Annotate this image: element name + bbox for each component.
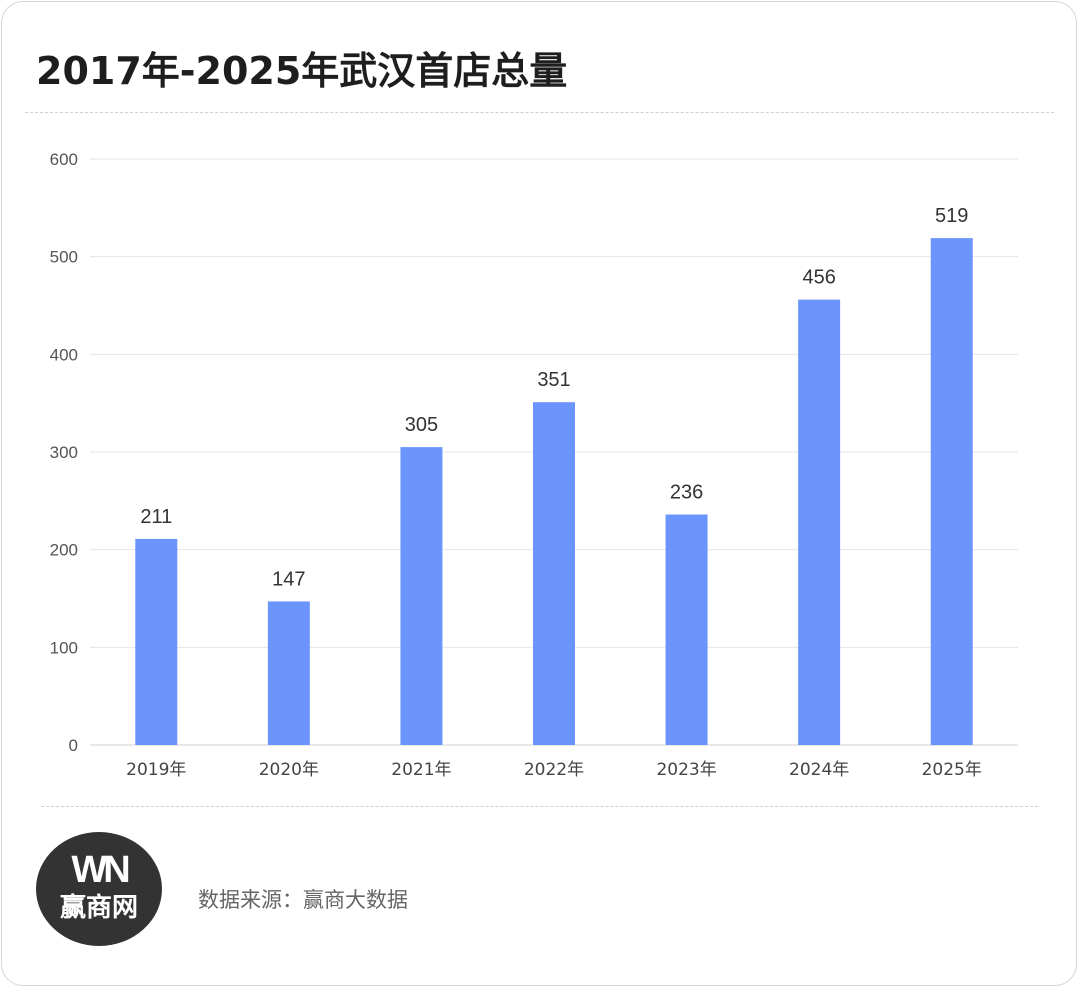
x-tick-label: 2025年: [922, 760, 982, 780]
data-source: 数据来源：赢商大数据: [198, 888, 408, 912]
x-tick-label: 2023年: [656, 760, 716, 780]
bar: [930, 238, 973, 746]
x-tick-label: 2019年: [126, 760, 186, 780]
data-label: 305: [405, 414, 438, 436]
x-tick-label: 2024年: [789, 760, 849, 780]
data-label: 147: [272, 568, 305, 590]
bar: [533, 402, 575, 745]
footer-divider: [41, 806, 1038, 807]
logo-mark: WN: [71, 849, 130, 891]
title-divider: [25, 112, 1054, 113]
y-tick-label: 200: [50, 541, 78, 560]
bar: [400, 447, 443, 745]
y-tick-label: 600: [50, 150, 78, 169]
y-tick-label: 0: [69, 736, 78, 755]
x-tick-label: 2022年: [524, 760, 584, 780]
y-tick-label: 400: [50, 345, 78, 364]
data-label: 519: [935, 205, 968, 227]
x-tick-label: 2020年: [259, 760, 319, 780]
data-label: 236: [670, 482, 703, 504]
logo-text: 赢商网: [59, 893, 138, 923]
bar: [135, 538, 178, 745]
bar: [267, 601, 310, 745]
y-tick-label: 500: [50, 248, 78, 267]
y-tick-label: 300: [50, 443, 78, 462]
data-label: 351: [537, 369, 570, 391]
bar: [665, 514, 708, 745]
y-tick-label: 100: [50, 638, 78, 657]
chart-title: 2017年-2025年武汉首店总量: [36, 49, 568, 93]
x-tick-label: 2021年: [391, 760, 451, 780]
data-label: 211: [140, 506, 172, 528]
data-label: 456: [802, 267, 835, 289]
bar: [798, 299, 841, 745]
winshang-logo: WN 赢商网: [36, 832, 162, 946]
